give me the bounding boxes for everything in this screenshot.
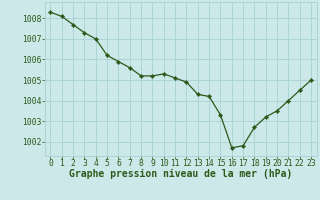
X-axis label: Graphe pression niveau de la mer (hPa): Graphe pression niveau de la mer (hPa) — [69, 169, 292, 179]
